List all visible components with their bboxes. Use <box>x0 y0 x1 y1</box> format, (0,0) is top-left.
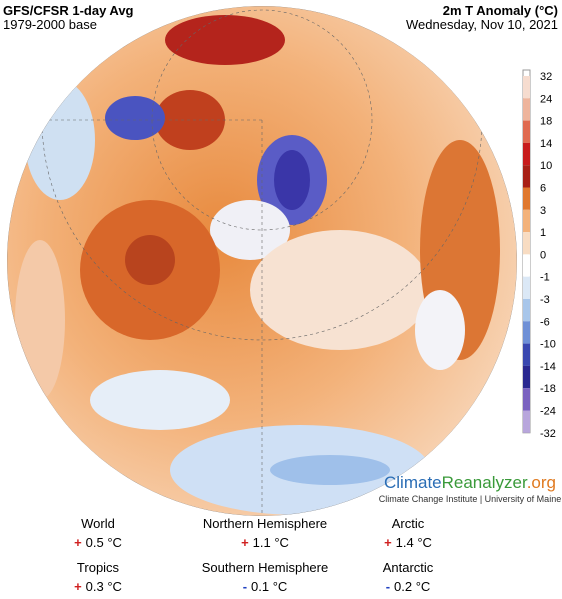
colorbar-swatch <box>523 365 530 389</box>
colorbar-swatch <box>523 276 530 299</box>
colorbar-swatch <box>523 254 530 277</box>
stat-sign: + <box>74 579 82 594</box>
colorbar-swatch <box>523 388 530 411</box>
colorbar-label: -10 <box>540 339 556 351</box>
stat-sign: - <box>243 579 247 594</box>
logo-part: Reanalyzer <box>442 473 528 492</box>
colorbar-label: 6 <box>540 183 546 195</box>
stat-label: Arctic <box>392 516 425 531</box>
stat-number: 0.2 °C <box>394 579 430 594</box>
colorbar-swatch <box>523 343 530 366</box>
colorbar-label: 24 <box>540 93 552 105</box>
colorbar-swatch <box>523 299 530 322</box>
colorbar-label: -1 <box>540 272 550 284</box>
colorbar-swatch <box>523 165 530 188</box>
stat-label: Northern Hemisphere <box>203 516 327 531</box>
colorbar-label: 3 <box>540 205 546 217</box>
colorbar-label: -32 <box>540 428 556 440</box>
globe <box>7 6 517 516</box>
stat-sign: + <box>241 535 249 550</box>
stat-value: +1.4 °C <box>384 535 432 550</box>
stat-sign: - <box>386 579 390 594</box>
colorbar-label: 14 <box>540 138 552 150</box>
colorbar-label: 32 <box>540 71 552 83</box>
stat-number: 1.4 °C <box>396 535 432 550</box>
stat-label: Southern Hemisphere <box>202 560 328 575</box>
stat-value: -0.2 °C <box>386 579 431 594</box>
colorbar-swatch <box>523 321 530 344</box>
stat-label: World <box>81 516 115 531</box>
colorbar-label: 0 <box>540 249 546 261</box>
colorbar-swatch <box>523 120 530 143</box>
stat-value: +0.3 °C <box>74 579 122 594</box>
colorbar-label: 18 <box>540 116 552 128</box>
stat-sign: + <box>74 535 82 550</box>
colorbar-label: 10 <box>540 160 552 172</box>
stat-number: 1.1 °C <box>253 535 289 550</box>
colorbar-swatch <box>523 209 530 233</box>
colorbar-swatch <box>523 76 530 99</box>
stat-value: +0.5 °C <box>74 535 122 550</box>
logo: ClimateReanalyzer.org <box>384 473 556 492</box>
colorbar-swatch <box>523 187 530 210</box>
logo-part: Climate <box>384 473 442 492</box>
colorbar-label: 1 <box>540 227 546 239</box>
stats: World + 0.5 °C Northern Hemisphere + 1.1 °C Ar… <box>74 516 434 594</box>
colorbar-label: -14 <box>540 361 556 373</box>
colorbar-label: -24 <box>540 406 556 418</box>
subtitle: 1979-2000 base <box>3 17 97 32</box>
colorbar-swatch <box>523 142 530 166</box>
colorbar-label: -6 <box>540 316 550 328</box>
stat-value: +1.1 °C <box>241 535 289 550</box>
logo-part: .org <box>527 473 556 492</box>
colorbar-label: -18 <box>540 383 556 395</box>
title: GFS/CFSR 1-day Avg <box>3 3 134 18</box>
variable: 2m T Anomaly (°C) <box>443 3 558 18</box>
colorbar-swatch <box>523 410 530 433</box>
stat-number: 0.3 °C <box>86 579 122 594</box>
colorbar-swatch <box>523 232 530 255</box>
stat-label: Antarctic <box>383 560 434 575</box>
stat-number: 0.1 °C <box>251 579 287 594</box>
logo-credit: Climate Change Institute | University of… <box>379 494 561 504</box>
stat-number: 0.5 °C <box>86 535 122 550</box>
date: Wednesday, Nov 10, 2021 <box>406 17 558 32</box>
colorbar-swatch <box>523 98 530 121</box>
colorbar-label: -3 <box>540 294 550 306</box>
stat-value: -0.1 °C <box>243 579 288 594</box>
stat-label: Tropics <box>77 560 120 575</box>
stat-sign: + <box>384 535 392 550</box>
